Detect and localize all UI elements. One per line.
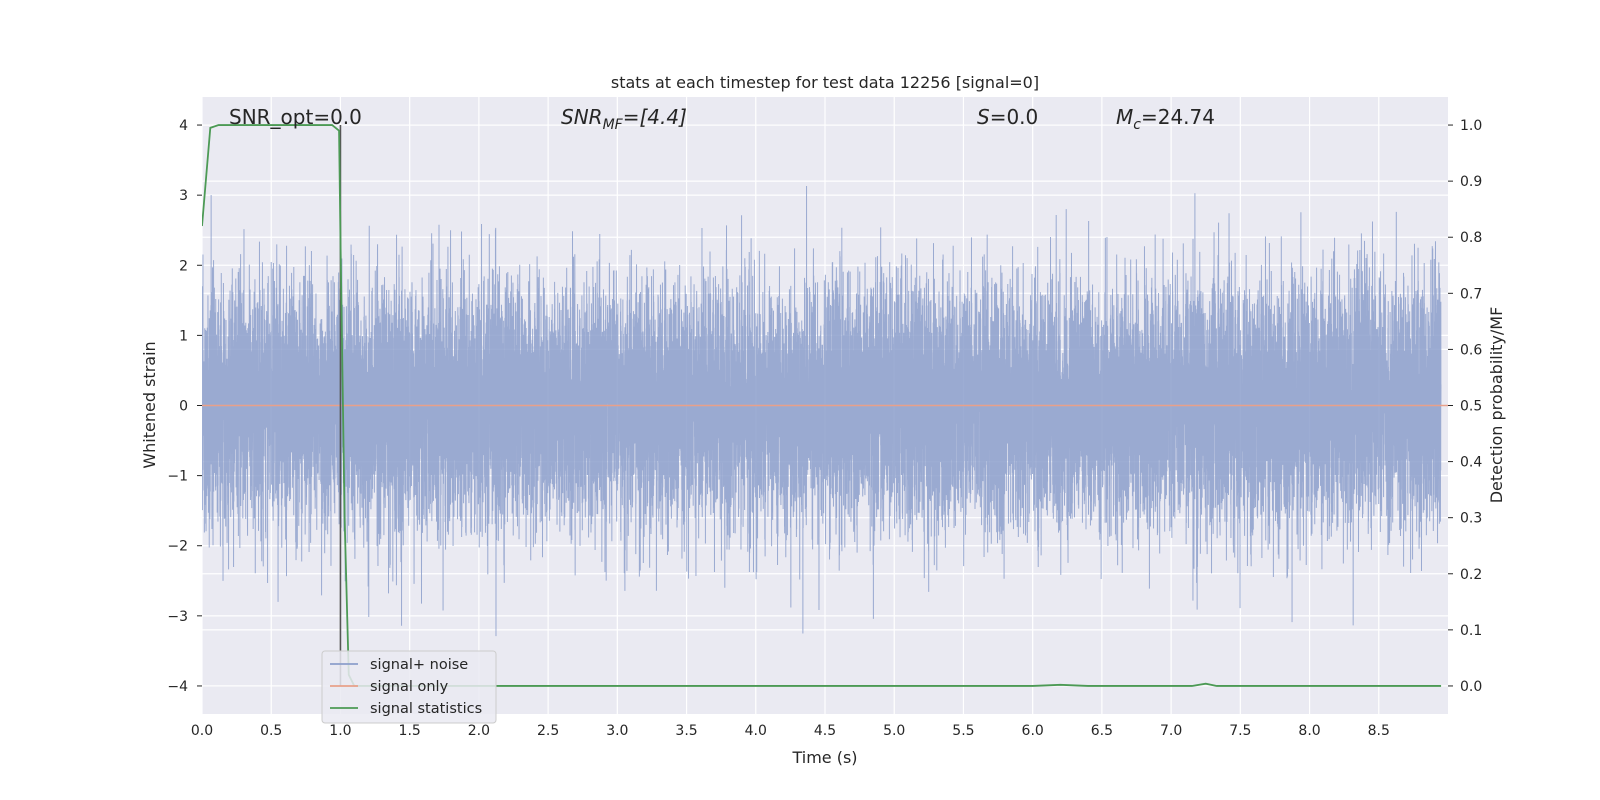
y2-tick-label: 0.9 — [1460, 174, 1482, 190]
annotation-snr-mf: SNRMF=[4.4] — [561, 105, 687, 133]
x-tick-label: 5.0 — [883, 723, 905, 739]
series-signal-statistics — [202, 124, 1442, 687]
x-tick-label: 0.5 — [260, 723, 282, 739]
x-tick-label: 3.0 — [606, 723, 628, 739]
y-tick-label: −2 — [167, 539, 188, 555]
y2-tick-label: 0.8 — [1460, 230, 1482, 246]
legend-box — [321, 650, 497, 724]
legend-label-signal-noise: signal+ noise — [370, 657, 468, 673]
x-tick-label: 3.5 — [675, 723, 697, 739]
y2-tick-label: 0.2 — [1460, 567, 1482, 583]
x-tick-label: 2.5 — [537, 723, 559, 739]
legend-label-signal-statistics: signal statistics — [370, 701, 482, 717]
x-tick-label: 4.0 — [745, 723, 767, 739]
y2-axis-label: Detection probability/MF — [1487, 307, 1506, 504]
x-tick-label: 2.0 — [468, 723, 490, 739]
y2-tick-label: 0.0 — [1460, 679, 1482, 695]
x-tick-label: 8.0 — [1298, 723, 1320, 739]
y2-tick-label: 0.1 — [1460, 623, 1482, 639]
y-tick-label: 2 — [179, 258, 188, 274]
y-tick-label: −1 — [167, 469, 188, 485]
y2-tick-label: 0.4 — [1460, 455, 1482, 471]
legend-label-signal-only: signal only — [370, 679, 449, 695]
x-tick-label: 1.0 — [329, 723, 351, 739]
y2-tick-label: 1.0 — [1460, 118, 1482, 134]
x-tick-label: 6.0 — [1022, 723, 1044, 739]
y-tick-label: 3 — [179, 188, 188, 204]
annotation-mc: Mc=24.74 — [1116, 105, 1215, 133]
series-layer — [202, 124, 1448, 687]
y-tick-label: 0 — [179, 399, 188, 415]
y2-tick-label: 0.7 — [1460, 286, 1482, 302]
y-tick-label: 4 — [179, 118, 188, 134]
plot-area — [202, 124, 1448, 687]
x-tick-label: 8.5 — [1368, 723, 1390, 739]
ticks: 0.0 0.5 1.0 1.5 2.0 2.5 3.0 3.5 4.0 4.5 5.0 5.5 6.0 6… — [167, 118, 1482, 739]
y2-tick-label: 0.5 — [1460, 399, 1482, 415]
series-signal-noise — [202, 186, 1442, 637]
x-tick-label: 5.5 — [952, 723, 974, 739]
x-tick-label: 7.5 — [1229, 723, 1251, 739]
y-axis-label: Whitened strain — [140, 341, 159, 468]
x-tick-label: 4.5 — [814, 723, 836, 739]
y2-tick-label: 0.6 — [1460, 342, 1482, 358]
y-tick-label: −4 — [167, 679, 188, 695]
x-tick-label: 7.0 — [1160, 723, 1182, 739]
chart-title: stats at each timestep for test data 122… — [611, 73, 1039, 92]
x-tick-label: 1.5 — [399, 723, 421, 739]
annotation-s: S=0.0 — [977, 105, 1038, 129]
x-tick-label: 0.0 — [191, 723, 213, 739]
legend: signal+ noise signal only signal statist… — [321, 650, 497, 724]
x-tick-label: 6.5 — [1091, 723, 1113, 739]
y2-tick-label: 0.3 — [1460, 511, 1482, 527]
y-tick-label: −3 — [167, 609, 188, 625]
x-axis-label: Time (s) — [791, 748, 857, 767]
annotation-snr-opt: SNR_opt=0.0 — [229, 105, 362, 129]
y-tick-label: 1 — [179, 328, 188, 344]
